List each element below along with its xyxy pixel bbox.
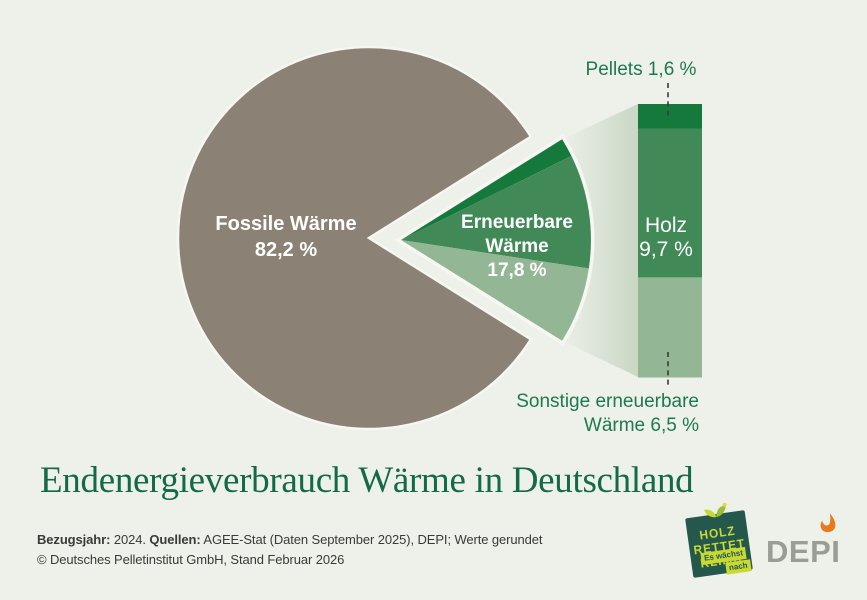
- sonstige-label-line2: Wärme 6,5 %: [584, 415, 699, 436]
- bezugsjahr-label: Bezugsjahr:: [37, 532, 111, 547]
- wedge-seg-1: [401, 155, 591, 269]
- erneuerbare-label-line2: Wärme: [485, 236, 548, 257]
- sprout-icon: [704, 502, 727, 518]
- bezugsjahr-value: 2024.: [113, 532, 146, 547]
- pie-slice-fossile: [176, 45, 533, 431]
- pellets-label: Pellets 1,6 %: [586, 59, 697, 80]
- fossile-value: 82,2 %: [255, 239, 317, 261]
- holz-rettet-klima-logo: HOLZ RETTET KLIMA Es wächst nach: [685, 502, 760, 594]
- sonstige-label-line1: Sonstige erneuerbare: [516, 391, 699, 412]
- pie-chart: Fossile Wärme 82,2 % Erneuerbare Wärme 1…: [176, 45, 702, 436]
- bar-seg-1: [638, 128, 702, 278]
- page-title: Endenergieverbrauch Wärme in Deutschland: [40, 460, 694, 501]
- holz-label: Holz: [645, 214, 687, 237]
- wedge-seg-0: [401, 139, 572, 240]
- holz-value: 9,7 %: [639, 238, 693, 261]
- source-note: Bezugsjahr: 2024. Quellen: AGEE-Stat (Da…: [37, 530, 543, 570]
- bar-seg-0: [638, 104, 702, 129]
- holz-rettet-klima-badge: HOLZ RETTET KLIMA: [685, 502, 753, 578]
- depi-logo: DEPI: [766, 534, 841, 569]
- erneuerbare-label-line1: Erneuerbare: [461, 212, 573, 233]
- copyright-line: © Deutsches Pelletinstitut GmbH, Stand F…: [37, 552, 345, 567]
- hrk-banner-line-2: nach: [725, 559, 752, 575]
- fossile-label-line1: Fossile Wärme: [215, 213, 356, 235]
- bar-seg-2: [638, 277, 702, 378]
- quellen-label: Quellen:: [149, 532, 201, 547]
- wedge-seg-2: [401, 240, 589, 341]
- quellen-value: AGEE-Stat (Daten September 2025), DEPI; …: [203, 532, 543, 547]
- source-line: Bezugsjahr: 2024. Quellen: AGEE-Stat (Da…: [37, 530, 543, 550]
- erneuerbare-value: 17,8 %: [487, 260, 546, 281]
- flame-icon: [820, 513, 836, 533]
